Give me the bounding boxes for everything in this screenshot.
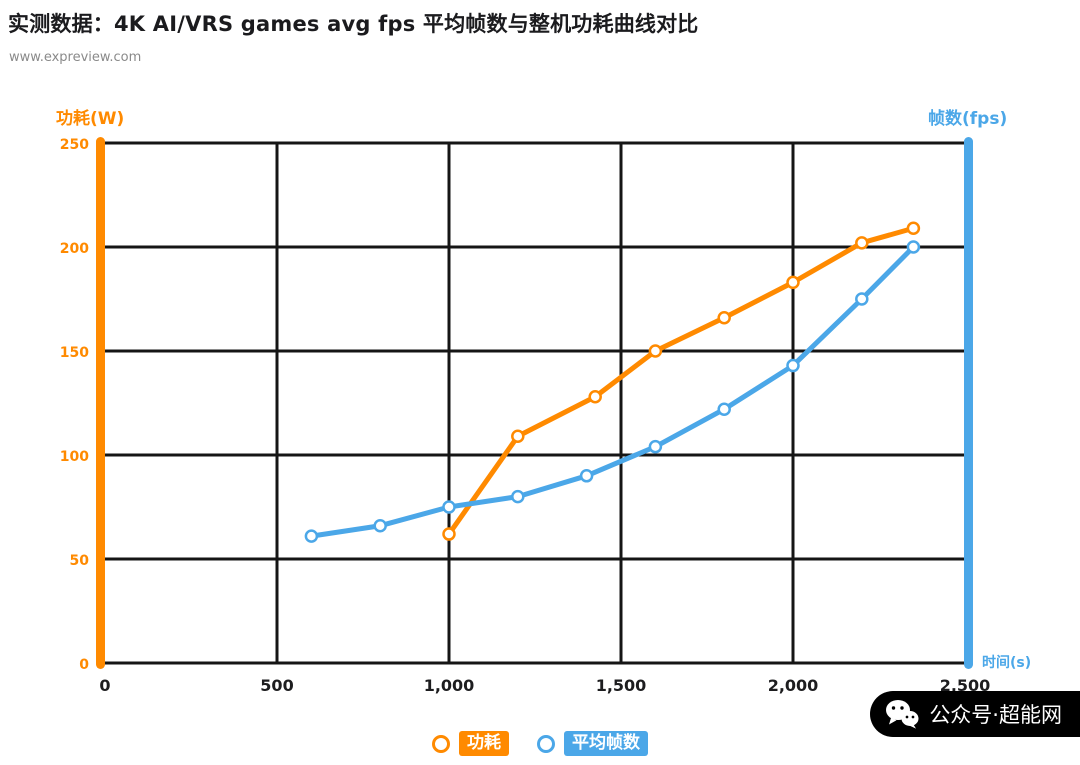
x-tick-label: 1,500 [596, 676, 647, 695]
legend-marker-icon [537, 734, 555, 753]
y-axis-left [96, 137, 105, 669]
watermark-text: 公众号·超能网 [929, 703, 1062, 727]
legend-item-0[interactable]: 功耗 [432, 731, 509, 757]
x-axis-unit-label: 时间(s) [982, 655, 1032, 671]
series-marker-1 [648, 439, 663, 454]
source-url: www.expreview.com [9, 50, 142, 65]
y-tick-label: 0 [79, 657, 89, 673]
page-title: 实测数据：4K AI/VRS games avg fps 平均帧数与整机功耗曲线… [8, 12, 699, 36]
x-tick-label: 500 [260, 676, 293, 695]
y-axis-right [964, 137, 973, 669]
series-marker-1 [855, 292, 869, 306]
series-marker-1 [511, 489, 525, 504]
series-marker-0 [588, 390, 602, 404]
series-marker-1 [373, 518, 387, 533]
series-marker-0 [855, 236, 869, 250]
x-tick-label: 2,000 [768, 676, 819, 695]
legend-item-1[interactable]: 平均帧数 [537, 731, 648, 757]
legend-marker-icon [432, 734, 450, 753]
y-tick-label: 50 [70, 553, 90, 569]
y-tick-label: 250 [60, 137, 89, 153]
series-marker-0 [717, 310, 731, 325]
x-tick-label: 2,500 [940, 676, 991, 695]
series-marker-0 [786, 275, 800, 290]
series-marker-0 [906, 221, 921, 236]
series-line-1 [308, 244, 916, 539]
y-tick-label: 150 [60, 345, 89, 361]
series-marker-0 [511, 429, 525, 444]
legend-label: 平均帧数 [564, 731, 648, 757]
y-tick-label: 100 [60, 449, 89, 465]
series-marker-1 [304, 529, 319, 543]
wechat-icon [885, 699, 919, 729]
x-tick-label: 1,000 [424, 676, 475, 695]
series-line-0 [446, 225, 916, 537]
series-marker-0 [648, 344, 663, 358]
x-tick-label: 0 [99, 676, 110, 695]
watermark-badge: 公众号·超能网 [870, 691, 1080, 737]
series-marker-1 [442, 500, 456, 514]
y-axis-right-title: 帧数(fps) [928, 109, 1008, 129]
legend: 功耗 平均帧数 [0, 731, 1080, 757]
series-marker-1 [906, 240, 921, 254]
legend-label: 功耗 [459, 731, 509, 757]
y-axis-left-title: 功耗(W) [56, 109, 125, 129]
series-marker-1 [786, 358, 800, 373]
series-marker-1 [579, 469, 594, 483]
series-marker-0 [442, 527, 456, 541]
y-tick-label: 200 [60, 241, 89, 257]
series-marker-1 [717, 402, 731, 416]
